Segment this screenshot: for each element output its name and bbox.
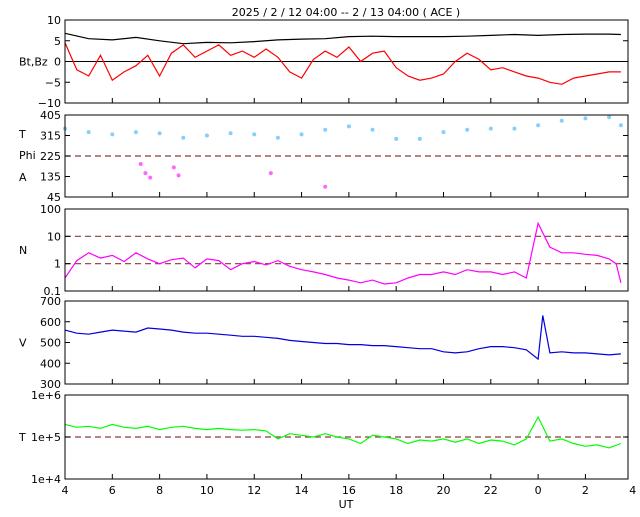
x-tick-label-0: 4: [62, 484, 69, 497]
y-tick-label-mag-1: 5: [54, 35, 61, 48]
point-phi-2: [148, 175, 153, 180]
point-theta-17: [465, 127, 470, 132]
y-tick-label-angles-2: 225: [40, 150, 61, 163]
y-axis-label-mag: Bt,Bz: [19, 56, 48, 69]
point-theta-18: [488, 126, 493, 131]
y-tick-label-angles-4: 45: [47, 191, 61, 204]
x-tick-label-1: 6: [109, 484, 116, 497]
point-theta-20: [536, 123, 541, 128]
point-theta-10: [299, 132, 304, 137]
point-theta-16: [441, 130, 446, 135]
x-axis-label: UT: [339, 498, 354, 511]
point-theta-1: [86, 130, 91, 135]
point-phi-0: [138, 161, 143, 166]
panels: 1050−5−10Bt,Bz40531522513545TPhiA1001010…: [18, 14, 629, 486]
panel-mag: 10 5 0 −5 −10 Bt,Bz: [19, 14, 629, 110]
chart-title: 2025 / 2 / 12 04:00 -- 2 / 13 04:00 ( AC…: [232, 6, 460, 19]
point-theta-11: [323, 127, 328, 132]
point-theta-14: [394, 136, 399, 141]
panel-density: 100 10 1 0.1 N: [19, 203, 629, 298]
x-tick-label-2: 8: [156, 484, 163, 497]
x-tick-label-6: 16: [342, 484, 356, 497]
point-theta-13: [370, 127, 375, 132]
y-tick-label-density-2: 1: [54, 258, 61, 271]
y-tick-label-angles-3: 135: [40, 171, 61, 184]
point-theta-7: [228, 131, 233, 136]
y-tick-label-density-3: 0.1: [44, 285, 62, 298]
y-tick-label-mag-4: −10: [38, 97, 61, 110]
y-tick-label-density-0: 100: [40, 203, 61, 216]
point-theta-15: [417, 136, 422, 141]
point-theta-4: [157, 131, 162, 136]
y-tick-label-mag-0: 10: [47, 14, 61, 27]
series-line-t: [64, 415, 622, 449]
y-axis-label-temperature: T: [18, 431, 26, 444]
x-tick-label-10: 0: [535, 484, 542, 497]
y-tick-label-mag-3: −5: [45, 76, 61, 89]
point-theta-12: [346, 124, 351, 129]
y-tick-label-temperature-1: 1e+5: [31, 431, 61, 444]
y-tick-label-speed-4: 300: [40, 378, 61, 391]
y-axis-label-speed: V: [19, 337, 27, 350]
y-tick-label-temperature-2: 1e+4: [31, 473, 61, 486]
panel-speed: 700 600 500 400 300 V: [19, 295, 629, 391]
point-phi-4: [176, 173, 181, 178]
panel-angles: 405 315 225 135 45 T Phi A: [18, 109, 629, 204]
y-tick-label-temperature-0: 1e+6: [31, 389, 61, 402]
point-theta-24: [618, 123, 623, 128]
point-theta-22: [583, 116, 588, 121]
x-tick-label-4: 12: [247, 484, 261, 497]
series-line-bt: [64, 32, 621, 45]
series-line-bz: [64, 42, 621, 85]
panel-frame-density: [64, 208, 629, 292]
point-theta-21: [559, 118, 564, 123]
panel-frame-speed: [64, 300, 629, 385]
x-tick-label-8: 20: [436, 484, 450, 497]
y-tick-label-density-1: 10: [47, 230, 61, 243]
y-tick-label-mag-2: 0: [54, 56, 61, 69]
x-tick-label-9: 22: [484, 484, 498, 497]
y-axis-label-angles-1: Phi: [19, 149, 36, 162]
y-tick-label-speed-2: 500: [40, 337, 61, 350]
y-tick-label-speed-3: 400: [40, 357, 61, 370]
x-tick-label-3: 10: [200, 484, 214, 497]
x-tick-label-11: 2: [582, 484, 589, 497]
series-line-n: [64, 221, 622, 285]
y-tick-label-angles-0: 405: [40, 109, 61, 122]
x-tick-label-7: 18: [389, 484, 403, 497]
y-tick-label-speed-1: 600: [40, 316, 61, 329]
x-tick-label-5: 14: [295, 484, 309, 497]
point-theta-9: [275, 135, 280, 140]
point-phi-3: [171, 165, 176, 170]
y-tick-label-angles-1: 315: [40, 130, 61, 143]
y-tick-label-speed-0: 700: [40, 295, 61, 308]
point-phi-5: [268, 171, 273, 176]
point-theta-5: [181, 135, 186, 140]
point-theta-6: [204, 133, 209, 138]
point-theta-2: [110, 132, 115, 137]
panel-temperature: 1e+6 1e+5 1e+4 T: [18, 389, 629, 486]
y-axis-label-density: N: [19, 244, 27, 257]
series-line-v: [64, 315, 621, 361]
x-tick-label-12: 4: [629, 484, 636, 497]
point-theta-23: [607, 115, 612, 120]
point-theta-8: [252, 132, 257, 137]
y-axis-label-angles-0: T: [18, 128, 26, 141]
point-phi-1: [143, 171, 148, 176]
point-theta-3: [133, 130, 138, 135]
point-theta-19: [512, 126, 517, 131]
point-phi-6: [323, 184, 328, 189]
y-axis-label-angles-2: A: [19, 171, 27, 184]
x-axis: 4 6 8 10 12 14 16 18 20 22 0 2 4: [62, 484, 637, 497]
